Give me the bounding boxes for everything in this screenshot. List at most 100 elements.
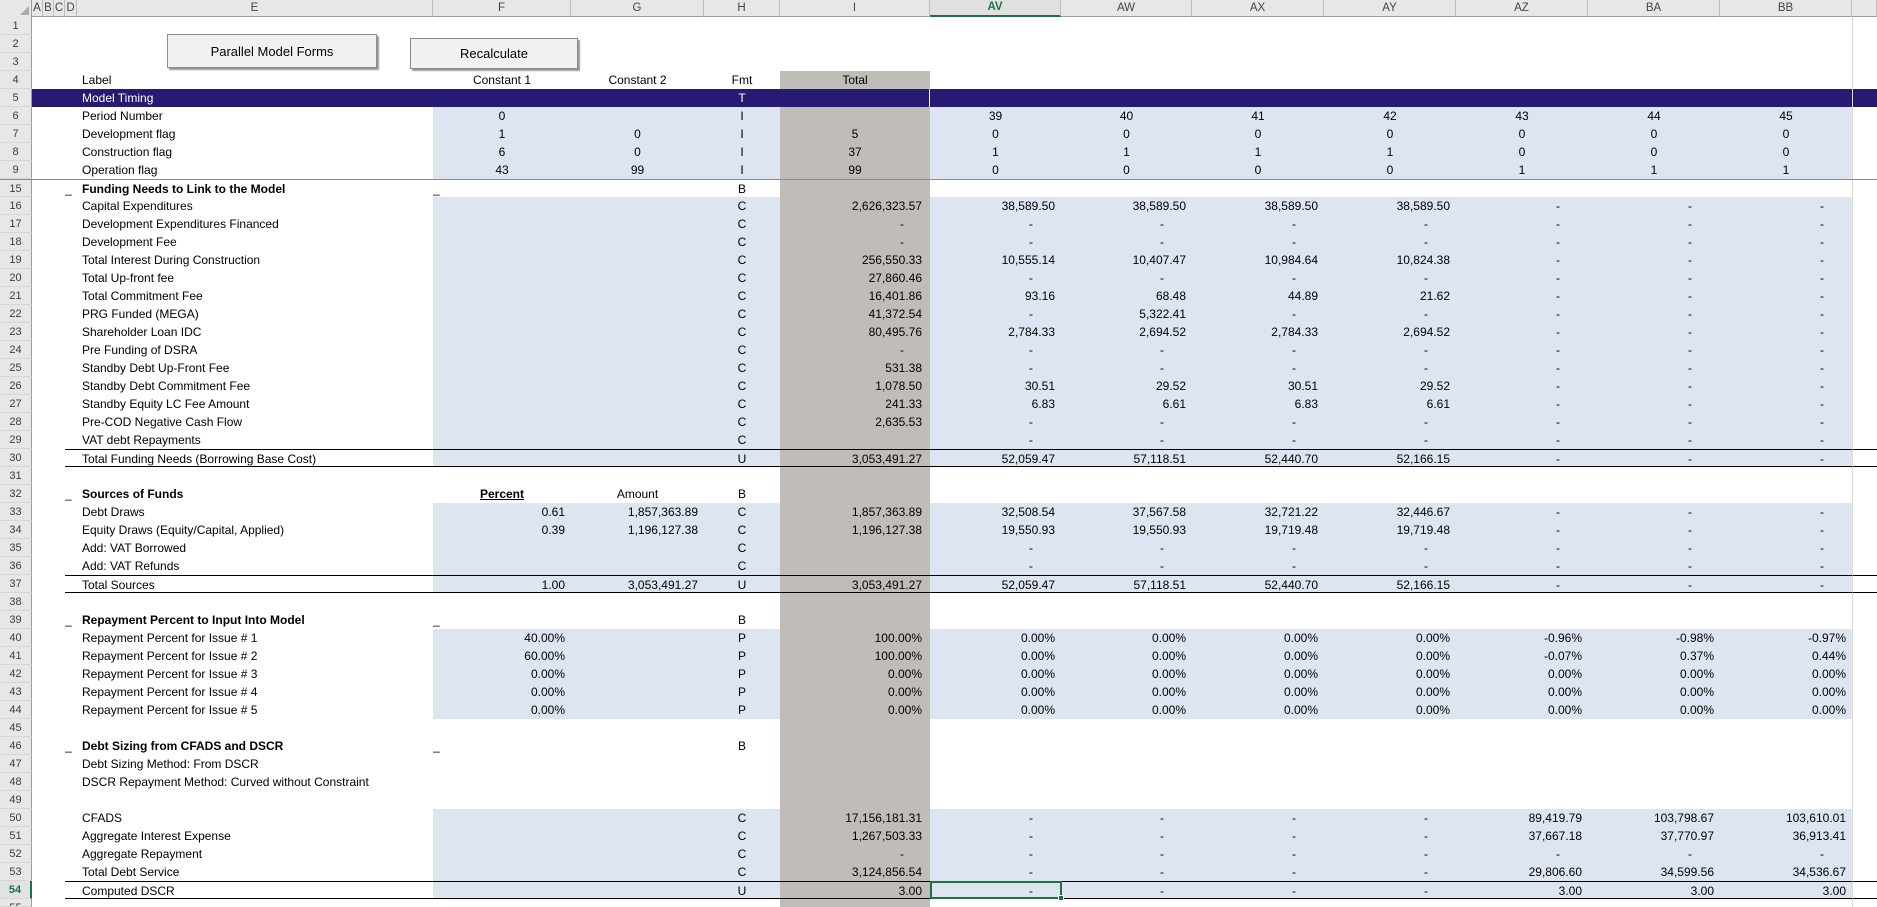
cell-AY54[interactable]: - <box>1324 881 1456 899</box>
cell-6[interactable] <box>54 107 65 125</box>
cell-39[interactable] <box>43 611 54 629</box>
cell-AY53[interactable]: - <box>1324 863 1456 881</box>
cell-47[interactable] <box>54 755 65 773</box>
cell-AZ3[interactable] <box>1456 53 1588 71</box>
cell-F23[interactable] <box>433 323 571 341</box>
cell-AW31[interactable] <box>1061 467 1192 485</box>
cell-E52[interactable]: Aggregate Repayment <box>82 847 203 861</box>
cell-AW29[interactable]: - <box>1061 431 1192 449</box>
cell-AX30[interactable]: 52,440.70 <box>1192 449 1324 467</box>
cell-H24[interactable]: C <box>704 341 780 359</box>
cell-AV51[interactable]: - <box>930 827 1061 845</box>
cell-55[interactable] <box>704 899 780 907</box>
cell-4[interactable] <box>32 71 43 89</box>
cell-BA20[interactable]: - <box>1588 269 1720 287</box>
cell-E51[interactable]: Aggregate Interest Expense <box>82 829 231 843</box>
row-header-16[interactable]: 16 <box>0 197 32 215</box>
cell-AV4[interactable] <box>930 71 1061 89</box>
cell-E38[interactable] <box>77 593 433 611</box>
cell-AV43[interactable]: 0.00% <box>930 683 1061 701</box>
cell-18[interactable] <box>54 233 65 251</box>
cell-G6[interactable] <box>571 107 704 125</box>
cell-BB8[interactable]: 0 <box>1720 143 1852 161</box>
cell-F45[interactable] <box>433 719 571 737</box>
cell-23[interactable] <box>43 323 54 341</box>
cell-BB18[interactable]: - <box>1720 233 1852 251</box>
cell-AW45[interactable] <box>1061 719 1192 737</box>
cell-H30[interactable]: U <box>704 449 780 467</box>
cell-AW8[interactable]: 1 <box>1061 143 1192 161</box>
cell-47[interactable] <box>65 755 77 773</box>
cell-BA55[interactable] <box>1588 899 1720 907</box>
cell-partial-23[interactable] <box>1852 323 1877 341</box>
col-header-AX[interactable]: AX <box>1192 0 1324 17</box>
col-header-E[interactable]: E <box>77 0 433 17</box>
cell-AY42[interactable]: 0.00% <box>1324 665 1456 683</box>
cell-G8[interactable]: 0 <box>571 143 704 161</box>
cell-I2[interactable] <box>780 35 930 53</box>
cell-26[interactable] <box>32 377 43 395</box>
cell-H26[interactable]: C <box>704 377 780 395</box>
cell-partial-47[interactable] <box>1852 755 1877 773</box>
cell-F33[interactable]: 0.61 <box>433 503 571 521</box>
cell-F37[interactable]: 1.00 <box>433 575 571 593</box>
cell-AZ23[interactable]: - <box>1456 323 1588 341</box>
cell-I30[interactable]: 3,053,491.27 <box>780 449 930 467</box>
cell-AZ15[interactable] <box>1456 180 1588 198</box>
cell-AW43[interactable]: 0.00% <box>1061 683 1192 701</box>
cell-51[interactable] <box>32 827 43 845</box>
cell-AY21[interactable]: 21.62 <box>1324 287 1456 305</box>
cell-AW32[interactable] <box>1061 485 1192 503</box>
cell-38[interactable] <box>32 593 43 611</box>
cell-AX42[interactable]: 0.00% <box>1192 665 1324 683</box>
cell-BB41[interactable]: 0.44% <box>1720 647 1852 665</box>
cell-G22[interactable] <box>571 305 704 323</box>
row-header-41[interactable]: 41 <box>0 647 32 665</box>
cell-F48[interactable] <box>433 773 571 791</box>
cell-H25[interactable]: C <box>704 359 780 377</box>
cell-AY27[interactable]: 6.61 <box>1324 395 1456 413</box>
cell-46[interactable] <box>43 737 54 755</box>
cell-partial-3[interactable] <box>1852 53 1877 71</box>
cell-50[interactable] <box>54 809 65 827</box>
cell-I48[interactable] <box>780 773 930 791</box>
cell-33[interactable] <box>54 503 65 521</box>
cell-G15[interactable] <box>571 180 704 198</box>
cell-F4[interactable]: Constant 1 <box>472 73 532 87</box>
cell-F50[interactable] <box>433 809 571 827</box>
cell-3[interactable] <box>32 53 43 71</box>
cell-AX5[interactable] <box>1192 89 1324 107</box>
cell-H38[interactable] <box>704 593 780 611</box>
cell-BB47[interactable] <box>1720 755 1852 773</box>
row-header-25[interactable]: 25 <box>0 359 32 377</box>
cell-AZ28[interactable]: - <box>1456 413 1588 431</box>
cell-AW18[interactable]: - <box>1061 233 1192 251</box>
cell-AY48[interactable] <box>1324 773 1456 791</box>
cell-F17[interactable] <box>433 215 571 233</box>
cell-F49[interactable] <box>433 791 571 809</box>
cell-partial-27[interactable] <box>1852 395 1877 413</box>
cell-H17[interactable]: C <box>704 215 780 233</box>
cell-AV55[interactable] <box>930 899 1061 907</box>
cell-3[interactable] <box>65 53 77 71</box>
cell-AV21[interactable]: 93.16 <box>930 287 1061 305</box>
cell-AX24[interactable]: - <box>1192 341 1324 359</box>
cell-BA15[interactable] <box>1588 180 1720 198</box>
cell-G5[interactable] <box>571 89 704 107</box>
col-header-H[interactable]: H <box>704 0 780 17</box>
cell-7[interactable] <box>54 125 65 143</box>
cell-41[interactable] <box>65 647 77 665</box>
cell-AW44[interactable]: 0.00% <box>1061 701 1192 719</box>
cell-AV47[interactable] <box>930 755 1061 773</box>
cell-H33[interactable]: C <box>704 503 780 521</box>
cell-AW7[interactable]: 0 <box>1061 125 1192 143</box>
cell-I26[interactable]: 1,078.50 <box>780 377 930 395</box>
cell-E25[interactable]: Standby Debt Up-Front Fee <box>82 361 230 375</box>
cell-AZ38[interactable] <box>1456 593 1588 611</box>
cell-F36[interactable] <box>433 557 571 575</box>
cell-40[interactable] <box>43 629 54 647</box>
cell-55[interactable] <box>433 899 571 907</box>
cell-H47[interactable] <box>704 755 780 773</box>
cell-36[interactable] <box>43 557 54 575</box>
cell-H2[interactable] <box>704 35 780 53</box>
